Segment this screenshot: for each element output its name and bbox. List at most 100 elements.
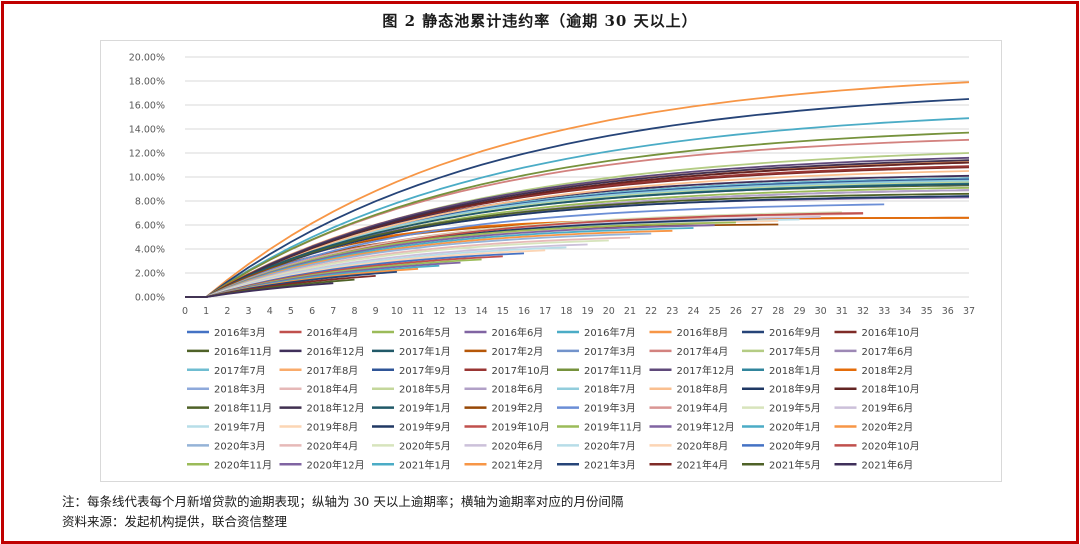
legend-label: 2020年9月 bbox=[769, 439, 821, 452]
legend-label: 2020年8月 bbox=[677, 439, 729, 452]
legend-label: 2017年2月 bbox=[492, 345, 544, 358]
series-line bbox=[185, 232, 652, 298]
legend-label: 2016年6月 bbox=[492, 326, 544, 339]
x-tick-label: 29 bbox=[793, 306, 805, 317]
x-tick-label: 25 bbox=[709, 306, 721, 317]
y-tick-label: 10.00% bbox=[129, 173, 165, 184]
x-tick-label: 19 bbox=[582, 306, 594, 317]
legend-label: 2017年1月 bbox=[399, 345, 451, 358]
legend-label: 2018年7月 bbox=[584, 383, 636, 396]
legend-label: 2020年5月 bbox=[399, 439, 451, 452]
legend-label: 2019年9月 bbox=[399, 421, 451, 434]
y-tick-label: 4.00% bbox=[135, 245, 165, 256]
legend-label: 2020年2月 bbox=[862, 421, 914, 434]
legend-label: 2019年5月 bbox=[769, 402, 821, 415]
legend-label: 2019年1月 bbox=[399, 402, 451, 415]
x-tick-label: 28 bbox=[772, 306, 784, 317]
series-line bbox=[185, 282, 334, 298]
legend-label: 2016年8月 bbox=[677, 326, 729, 339]
legend-label: 2020年10月 bbox=[862, 439, 920, 452]
x-tick-label: 9 bbox=[373, 306, 379, 317]
x-tick-label: 8 bbox=[351, 306, 357, 317]
legend-label: 2017年11月 bbox=[584, 364, 642, 377]
x-tick-label: 13 bbox=[454, 306, 466, 317]
x-tick-label: 32 bbox=[857, 306, 869, 317]
series-line bbox=[185, 159, 970, 298]
legend-label: 2017年9月 bbox=[399, 364, 451, 377]
legend-label: 2016年12月 bbox=[307, 345, 365, 358]
x-tick-label: 14 bbox=[476, 306, 488, 317]
legend-label: 2018年6月 bbox=[492, 383, 544, 396]
legend-label: 2018年10月 bbox=[862, 383, 920, 396]
legend-label: 2018年9月 bbox=[769, 383, 821, 396]
legend-label: 2018年5月 bbox=[399, 383, 451, 396]
x-tick-label: 3 bbox=[246, 306, 252, 317]
legend-label: 2016年5月 bbox=[399, 326, 451, 339]
x-tick-label: 6 bbox=[309, 306, 315, 317]
x-tick-label: 5 bbox=[288, 306, 294, 317]
legend-label: 2017年8月 bbox=[307, 364, 359, 377]
legend-label: 2021年4月 bbox=[677, 458, 729, 471]
x-tick-label: 24 bbox=[687, 306, 699, 317]
x-tick-label: 1 bbox=[203, 306, 209, 317]
legend-label: 2019年7月 bbox=[214, 421, 266, 434]
legend-label: 2017年6月 bbox=[862, 345, 914, 358]
x-tick-label: 2 bbox=[224, 306, 230, 317]
x-tick-label: 21 bbox=[624, 306, 636, 317]
legend-label: 2019年6月 bbox=[862, 402, 914, 415]
series-line bbox=[185, 170, 970, 298]
legend-label: 2019年8月 bbox=[307, 421, 359, 434]
line-chart: 0.00% 2.00% 4.00% 6.00% 8.00% 10.00% 12.00% 14.… bbox=[129, 53, 975, 472]
y-tick-label: 8.00% bbox=[135, 197, 165, 208]
legend-label: 2017年4月 bbox=[677, 345, 729, 358]
legend-label: 2016年11月 bbox=[214, 345, 272, 358]
legend-label: 2018年4月 bbox=[307, 383, 359, 396]
legend-label: 2021年2月 bbox=[492, 458, 544, 471]
x-tick-label: 4 bbox=[267, 306, 273, 317]
legend-label: 2017年5月 bbox=[769, 345, 821, 358]
legend-label: 2018年8月 bbox=[677, 383, 729, 396]
chart-area: 0.00% 2.00% 4.00% 6.00% 8.00% 10.00% 12.00% 14.… bbox=[100, 40, 1002, 482]
legend-label: 2021年3月 bbox=[584, 458, 636, 471]
legend-label: 2016年3月 bbox=[214, 326, 266, 339]
legend-label: 2020年12月 bbox=[307, 458, 365, 471]
x-tick-label: 12 bbox=[433, 306, 445, 317]
y-tick-label: 20.00% bbox=[129, 53, 165, 64]
legend-label: 2018年3月 bbox=[214, 383, 266, 396]
x-tick-label: 30 bbox=[815, 306, 827, 317]
legend-label: 2019年10月 bbox=[492, 421, 550, 434]
legend-label: 2016年10月 bbox=[862, 326, 920, 339]
legend-label: 2016年7月 bbox=[584, 326, 636, 339]
figure-title: 图 2 静态池累计违约率（逾期 30 天以上） bbox=[382, 12, 698, 30]
x-tick-label: 17 bbox=[539, 306, 551, 317]
legend-label: 2017年7月 bbox=[214, 364, 266, 377]
legend-label: 2020年11月 bbox=[214, 458, 272, 471]
notes-block: 注：每条线代表每个月新增贷款的逾期表现；纵轴为 30 天以上逾期率；横轴为逾期率… bbox=[62, 492, 623, 532]
legend-label: 2016年9月 bbox=[769, 326, 821, 339]
legend-label: 2020年4月 bbox=[307, 439, 359, 452]
series-line bbox=[185, 98, 970, 298]
y-tick-label: 12.00% bbox=[129, 149, 165, 160]
legend-label: 2019年11月 bbox=[584, 421, 642, 434]
y-tick-label: 2.00% bbox=[135, 269, 165, 280]
legend-label: 2019年2月 bbox=[492, 402, 544, 415]
x-tick-label: 26 bbox=[730, 306, 742, 317]
legend-label: 2017年12月 bbox=[677, 364, 735, 377]
legend-label: 2018年2月 bbox=[862, 364, 914, 377]
x-tick-label: 11 bbox=[412, 306, 424, 317]
series-line bbox=[185, 81, 970, 298]
x-tick-label: 16 bbox=[518, 306, 530, 317]
x-tick-label: 22 bbox=[645, 306, 657, 317]
legend-label: 2020年7月 bbox=[584, 439, 636, 452]
legend-label: 2019年3月 bbox=[584, 402, 636, 415]
legend-label: 2020年1月 bbox=[769, 421, 821, 434]
x-tick-label: 0 bbox=[182, 306, 188, 317]
x-tick-label: 7 bbox=[330, 306, 336, 317]
series-line bbox=[185, 131, 970, 298]
series-line bbox=[185, 183, 970, 298]
x-tick-label: 34 bbox=[899, 306, 911, 317]
legend-label: 2019年4月 bbox=[677, 402, 729, 415]
x-tick-label: 37 bbox=[963, 306, 975, 317]
note-text: 注：每条线代表每个月新增贷款的逾期表现；纵轴为 30 天以上逾期率；横轴为逾期率… bbox=[62, 494, 624, 509]
